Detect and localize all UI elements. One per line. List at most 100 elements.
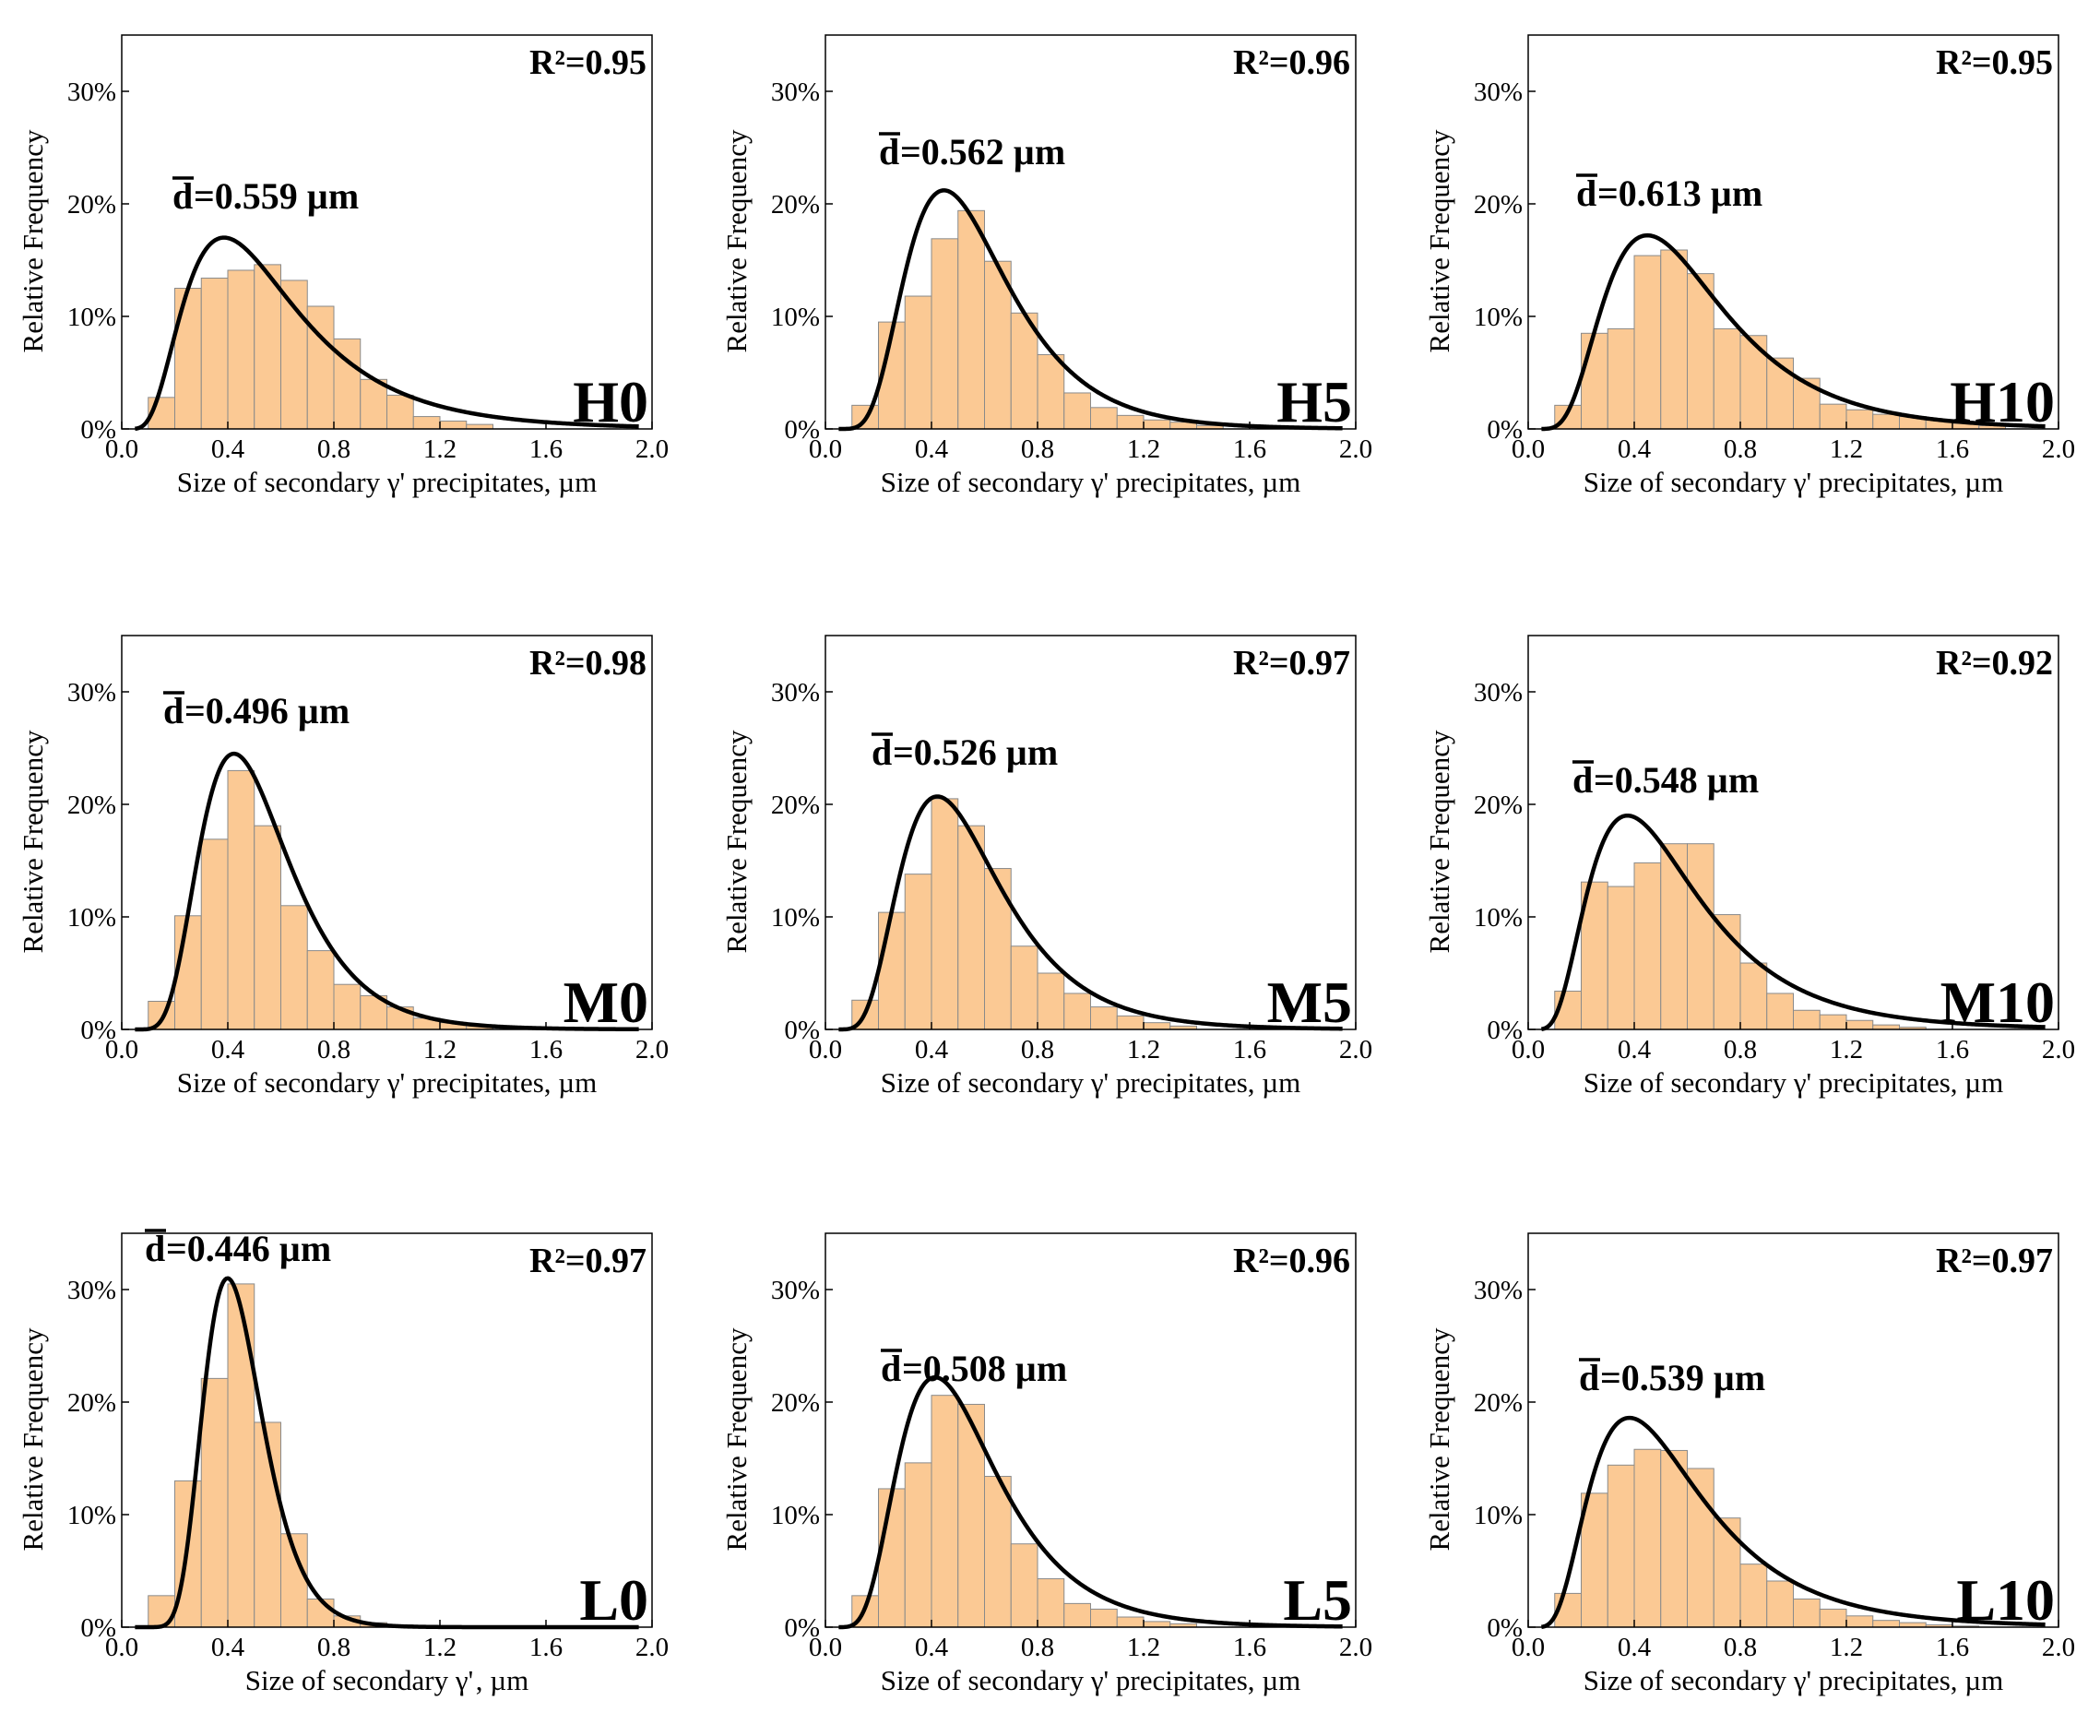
x-tick-label: 0.8 <box>317 1035 350 1064</box>
histogram-bar <box>1845 1019 1874 1030</box>
histogram-bar <box>1063 993 1091 1030</box>
y-tick-label: 30% <box>1474 678 1523 707</box>
x-tick-label: 2.0 <box>635 1633 669 1662</box>
r-squared-label: R²=0.95 <box>1936 43 2053 82</box>
histogram-bar <box>227 769 255 1030</box>
x-tick-label: 1.6 <box>1936 1633 1969 1662</box>
x-tick-label: 0.4 <box>915 1035 949 1064</box>
y-tick-label: 30% <box>67 678 116 707</box>
r-squared-label: R²=0.97 <box>1936 1242 2053 1280</box>
mean-diameter-value: =0.559 µm <box>194 175 359 217</box>
y-tick-label: 20% <box>1474 1388 1523 1418</box>
r-squared-label: R²=0.96 <box>1233 1242 1350 1280</box>
y-tick-label: 0% <box>80 1016 116 1045</box>
x-tick-label: 1.6 <box>529 1633 563 1662</box>
y-tick-label: 30% <box>771 77 820 107</box>
x-tick-label: 0.4 <box>211 1035 245 1064</box>
y-axis-label: Relative Frequency <box>17 730 49 953</box>
y-tick-label: 10% <box>771 1501 820 1530</box>
x-axis-label: Size of secondary γ' precipitates, µm <box>881 1066 1301 1099</box>
fit-curve <box>134 235 640 432</box>
x-tick-label: 2.0 <box>1339 434 1372 464</box>
histogram-bar <box>1581 332 1608 430</box>
x-axis-label: Size of secondary γ' precipitates, µm <box>1584 1664 2004 1696</box>
y-tick-label: 20% <box>771 791 820 820</box>
histogram-bar <box>1010 945 1038 1030</box>
plot-frame <box>1527 34 2059 430</box>
histogram-bar <box>931 1395 959 1628</box>
histogram-bar <box>306 1599 335 1628</box>
x-tick-label: 1.6 <box>529 1035 563 1064</box>
mean-diameter-symbol: d <box>163 690 184 731</box>
x-tick-label: 1.2 <box>1127 1633 1160 1662</box>
mean-diameter-value: =0.526 µm <box>893 731 1058 773</box>
y-tick-label: 10% <box>1474 1501 1523 1530</box>
x-tick-label: 2.0 <box>1339 1633 1372 1662</box>
plot-frame <box>825 1232 1357 1628</box>
histogram-bar <box>904 295 932 430</box>
y-axis-label: Relative Frequency <box>1423 730 1455 953</box>
panel-m5: 0.0 0.4 0.8 1.2 1.6 2.0 0% 10% 20% 30% Size of sec… <box>720 635 1372 1099</box>
mean-diameter-symbol: d <box>172 175 193 217</box>
x-tick-label: 0.8 <box>1724 1035 1757 1064</box>
histogram-bar <box>1766 357 1794 430</box>
histogram-bar <box>1739 962 1768 1030</box>
fit-curve <box>837 188 1344 432</box>
plot-frame <box>121 635 653 1030</box>
y-tick-label: 30% <box>771 678 820 707</box>
mean-diameter-value: =0.496 µm <box>184 690 350 731</box>
histogram-bar <box>1143 419 1171 430</box>
r-squared-label: R²=0.98 <box>529 644 647 683</box>
plot-frame <box>825 34 1357 430</box>
histogram-bar <box>1739 1564 1768 1628</box>
panel-label: H0 <box>573 369 648 434</box>
x-axis-label: Size of secondary γ' precipitates, µm <box>1584 1066 2004 1099</box>
r-squared-label: R²=0.97 <box>529 1242 647 1280</box>
histogram-bar <box>1872 413 1900 430</box>
y-tick-label: 0% <box>784 1016 820 1045</box>
histogram-bar <box>984 1476 1012 1628</box>
x-tick-label: 1.6 <box>1936 434 1969 464</box>
mean-diameter-symbol: d <box>1572 759 1593 801</box>
panel-label: H10 <box>1950 369 2055 434</box>
y-tick-label: 0% <box>80 1613 116 1643</box>
histogram-bar <box>1633 1448 1662 1628</box>
histogram-bar <box>200 1377 229 1628</box>
mean-diameter-symbol: d <box>879 131 899 172</box>
histogram-bar <box>1143 1621 1171 1628</box>
histogram-bar <box>1793 1599 1821 1628</box>
histogram-bar <box>200 838 229 1030</box>
x-tick-label: 0.8 <box>317 1633 350 1662</box>
x-tick-label: 0.0 <box>105 1035 138 1064</box>
histogram-bar <box>1063 392 1091 430</box>
x-tick-label: 0.0 <box>105 1633 138 1662</box>
x-tick-label: 2.0 <box>2042 1035 2075 1064</box>
histogram-bar <box>227 269 255 430</box>
x-tick-label: 1.6 <box>1233 434 1266 464</box>
y-tick-label: 10% <box>1474 903 1523 933</box>
r-squared-label: R²=0.92 <box>1936 644 2053 683</box>
histogram-bar <box>306 950 335 1030</box>
y-axis-label: Relative Frequency <box>720 1327 753 1551</box>
x-axis-label: Size of secondary γ' precipitates, µm <box>881 466 1301 498</box>
histogram-bar <box>1116 1015 1145 1030</box>
histogram-bar <box>1793 1009 1821 1030</box>
histogram-bar <box>1819 1014 1847 1030</box>
histogram-bar <box>1687 273 1714 430</box>
y-tick-label: 10% <box>67 1501 116 1530</box>
histogram-bar <box>931 238 959 430</box>
histogram-bar <box>148 1001 175 1030</box>
y-tick-label: 10% <box>67 303 116 332</box>
y-tick-label: 30% <box>771 1276 820 1305</box>
panel-label: M0 <box>564 969 648 1035</box>
x-axis-label: Size of secondary γ' , µm <box>245 1664 528 1696</box>
x-tick-label: 0.4 <box>1618 1633 1652 1662</box>
histogram-bar <box>878 1488 906 1628</box>
x-tick-label: 1.2 <box>423 1633 457 1662</box>
histogram-bar <box>1037 1578 1065 1628</box>
histogram-bar <box>412 416 441 430</box>
y-tick-label: 10% <box>1474 303 1523 332</box>
y-tick-label: 30% <box>1474 77 1523 107</box>
histogram-bar <box>1633 862 1662 1030</box>
